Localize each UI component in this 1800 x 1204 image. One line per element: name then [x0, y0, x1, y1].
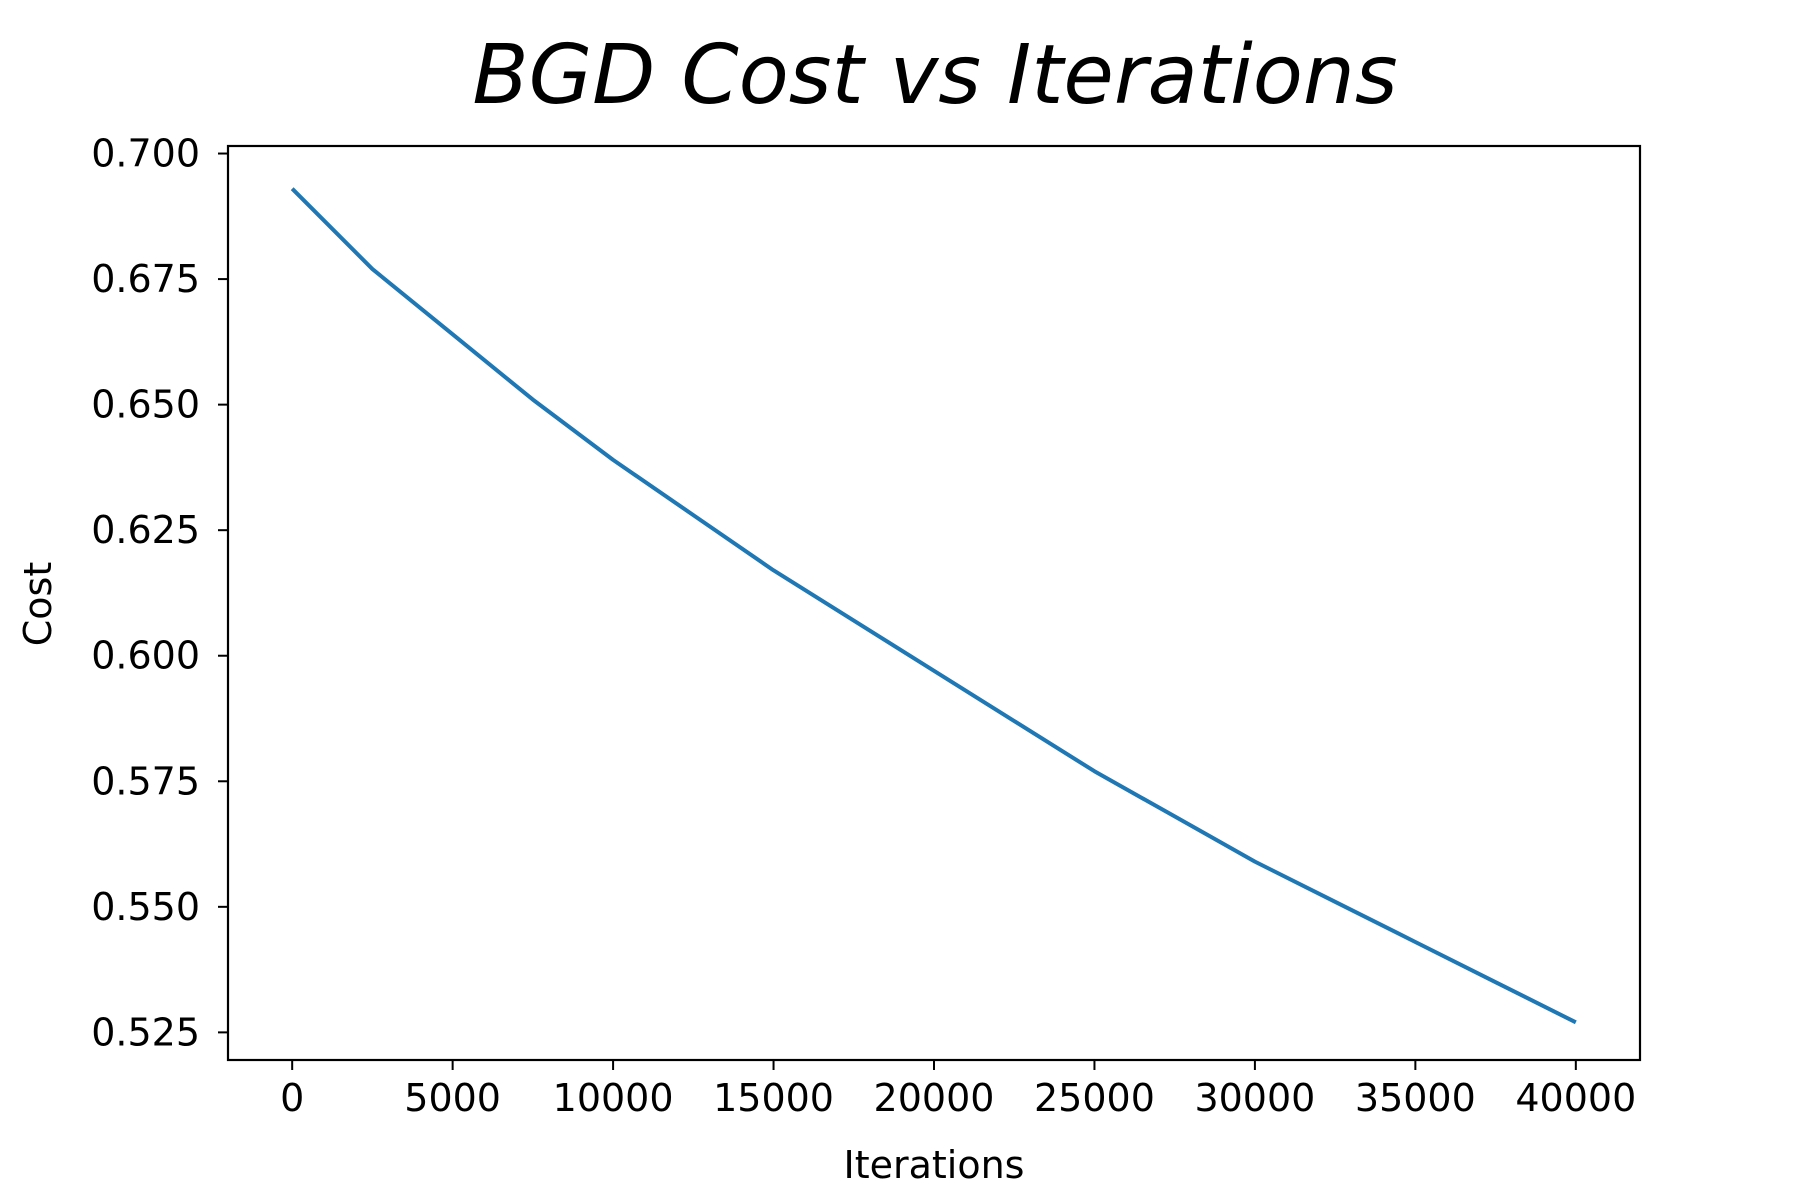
y-tick-label: 0.675: [91, 257, 200, 301]
chart-title: BGD Cost vs Iterations: [472, 28, 1397, 123]
series-layer: [290, 187, 1577, 1025]
x-tick-label: 30000: [1194, 1076, 1315, 1120]
x-tick-label: 15000: [713, 1076, 834, 1120]
y-axis-ticks: 0.525 0.550 0.575 0.600 0.625 0.650 0.675 0.700: [91, 132, 228, 1054]
y-tick-label: 0.625: [91, 508, 200, 552]
y-axis-label: Cost: [16, 562, 60, 646]
x-axis-label: Iterations: [844, 1143, 1025, 1187]
x-tick-label: 40000: [1515, 1076, 1636, 1120]
y-tick-label: 0.650: [91, 383, 200, 427]
plot-area: 0 5000 10000 15000 20000 25000 30000 35000 40000…: [91, 132, 1642, 1120]
y-tick-label: 0.575: [91, 759, 200, 803]
y-tick-label: 0.600: [91, 634, 200, 678]
x-tick-label: 20000: [874, 1076, 995, 1120]
y-tick-label: 0.525: [91, 1010, 200, 1054]
x-tick-label: 25000: [1034, 1076, 1155, 1120]
x-axis-ticks: 0 5000 10000 15000 20000 25000 30000 35000 40000: [280, 1060, 1636, 1120]
x-tick-label: 5000: [404, 1076, 501, 1120]
y-tick-label: 0.700: [91, 132, 200, 176]
x-tick-label: 0: [280, 1076, 304, 1120]
y-tick-label: 0.550: [91, 885, 200, 929]
cost-series-line: [290, 187, 1577, 1025]
x-tick-label: 35000: [1355, 1076, 1476, 1120]
x-tick-label: 10000: [553, 1076, 674, 1120]
